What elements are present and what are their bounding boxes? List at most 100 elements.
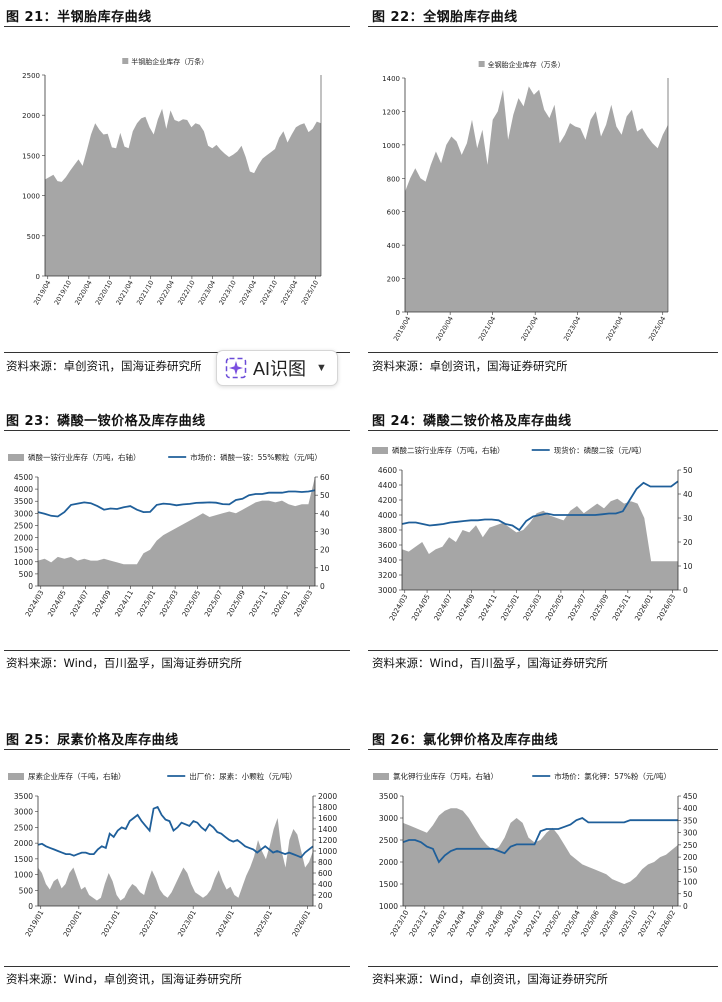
y2-tick-label: 100 <box>683 878 698 887</box>
x-tick-label: 2025/03 <box>522 593 543 622</box>
x-tick-label: 2025/09 <box>589 593 610 622</box>
figure-title: 图 21：半钢胎库存曲线 <box>6 10 152 25</box>
y-tick-label: 4600 <box>378 466 397 475</box>
y-tick-label: 2500 <box>22 72 40 80</box>
x-tick-label: 2021/04 <box>114 279 134 306</box>
series-area-0 <box>45 108 321 276</box>
chart-f22: 0 200 400 600 800 1000 1200 1400 2019/04 2020/04 2… <box>382 60 669 342</box>
y-tick-label: 4000 <box>14 485 33 494</box>
legend-label: 尿素企业库存（千吨，右轴） <box>28 771 126 781</box>
ai-button-label: AI识图 <box>253 359 307 379</box>
x-tick-label: 2022/01 <box>138 909 159 938</box>
divider <box>4 650 350 651</box>
x-tick-label: 2022/04 <box>519 315 539 342</box>
y-tick-label: 1500 <box>14 546 33 555</box>
y2-tick-label: 1400 <box>318 825 337 834</box>
y2-tick-label: 50 <box>683 466 693 475</box>
series-area-0 <box>38 818 313 906</box>
x-tick-label: 2020/04 <box>434 315 454 342</box>
y-tick-label: 3000 <box>14 509 33 518</box>
y-tick-label: 1000 <box>14 871 33 880</box>
x-tick-label: 2024/11 <box>114 589 135 618</box>
chart-f24: 3000 3200 3400 3600 3800 4000 4200 4400 4600 0 10 2… <box>372 445 693 622</box>
series-area-0 <box>402 498 678 590</box>
series-area-0 <box>403 808 678 906</box>
y-tick-label: 400 <box>387 242 400 250</box>
y-tick-label: 1200 <box>382 108 400 116</box>
legend-label: 氯化钾行业库存（万吨，右轴） <box>393 771 498 781</box>
x-tick-label: 2025/07 <box>566 593 587 622</box>
x-tick-label: 2024/10 <box>259 279 279 306</box>
divider <box>4 352 350 353</box>
x-tick-label: 2023/01 <box>176 909 197 938</box>
x-tick-label: 2025/03 <box>158 589 179 618</box>
series-area-0 <box>405 86 668 313</box>
y-tick-label: 1500 <box>379 880 398 889</box>
y2-tick-label: 200 <box>683 853 698 862</box>
y2-tick-label: 2000 <box>318 792 337 801</box>
x-tick-label: 2024/09 <box>91 589 112 618</box>
y2-tick-label: 40 <box>320 509 330 518</box>
y2-tick-label: 20 <box>320 546 330 555</box>
y2-tick-label: 50 <box>320 491 330 500</box>
chart-f26: 1000 1500 2000 2500 3000 3500 0 50 100 150 200 250 3… <box>373 771 698 938</box>
series-line-1 <box>37 805 314 859</box>
chart-f23: 0 500 1000 1500 2000 2500 3000 3500 4000 4500 0 10 2… <box>8 452 330 618</box>
y-tick-label: 4200 <box>378 496 397 505</box>
x-tick-label: 2021/10 <box>135 279 155 306</box>
divider <box>4 749 350 750</box>
divider <box>368 650 718 651</box>
x-tick-label: 2025/11 <box>248 589 269 618</box>
y-tick-label: 2000 <box>22 112 40 120</box>
y-tick-label: 0 <box>36 273 40 281</box>
divider <box>368 966 718 967</box>
x-tick-label: 2025/05 <box>544 593 565 622</box>
source-note: 资料来源：Wind，百川盈孚，国海证券研究所 <box>6 656 242 670</box>
divider <box>4 26 350 27</box>
y2-tick-label: 400 <box>683 804 698 813</box>
x-tick-label: 2024/03 <box>24 589 45 618</box>
y-tick-label: 2000 <box>14 839 33 848</box>
x-tick-label: 2024/07 <box>69 589 90 618</box>
y-tick-label: 3400 <box>378 556 397 565</box>
x-tick-label: 2019/04 <box>32 279 52 306</box>
y-tick-label: 3200 <box>378 571 397 580</box>
legend-swatch <box>372 447 388 454</box>
legend-swatch <box>373 773 389 780</box>
y-tick-label: 500 <box>27 233 40 241</box>
y2-tick-label: 200 <box>318 891 333 900</box>
x-tick-label: 2021/01 <box>100 909 121 938</box>
y-tick-label: 2000 <box>14 534 33 543</box>
y-tick-label: 3500 <box>379 792 398 801</box>
y2-tick-label: 50 <box>683 890 693 899</box>
y2-tick-label: 20 <box>683 538 693 547</box>
y-tick-label: 3500 <box>14 792 33 801</box>
sparkle-icon <box>225 357 247 379</box>
y-tick-label: 200 <box>387 276 400 284</box>
y-tick-label: 1000 <box>22 193 40 201</box>
y2-tick-label: 10 <box>683 562 693 571</box>
divider <box>368 430 718 431</box>
series-line-1 <box>37 489 316 518</box>
x-tick-label: 2025/04 <box>647 315 667 342</box>
y-tick-label: 800 <box>387 175 400 183</box>
legend-swatch <box>122 58 129 64</box>
x-tick-label: 2024/05 <box>410 593 431 622</box>
divider <box>368 26 718 27</box>
x-tick-label: 2025/01 <box>500 593 521 622</box>
source-note: 资料来源：卓创资讯，国海证券研究所 <box>6 359 202 373</box>
y2-tick-label: 60 <box>320 473 330 482</box>
divider <box>368 749 718 750</box>
x-tick-label: 2020/04 <box>73 279 93 306</box>
ai-recognize-button[interactable]: AI识图 ▼ <box>216 350 338 386</box>
divider <box>4 430 350 431</box>
y-tick-label: 2500 <box>14 823 33 832</box>
x-tick-label: 2021/04 <box>477 315 497 342</box>
chart-f21: 0 500 1000 1500 2000 2500 2019/04 2019/10 2020/0… <box>22 57 322 306</box>
series-line-1 <box>401 480 679 532</box>
series-line-1 <box>402 816 678 864</box>
y2-tick-label: 30 <box>320 528 330 537</box>
x-tick-label: 2024/01 <box>215 909 236 938</box>
y-tick-label: 3600 <box>378 541 397 550</box>
y2-tick-label: 250 <box>683 841 698 850</box>
